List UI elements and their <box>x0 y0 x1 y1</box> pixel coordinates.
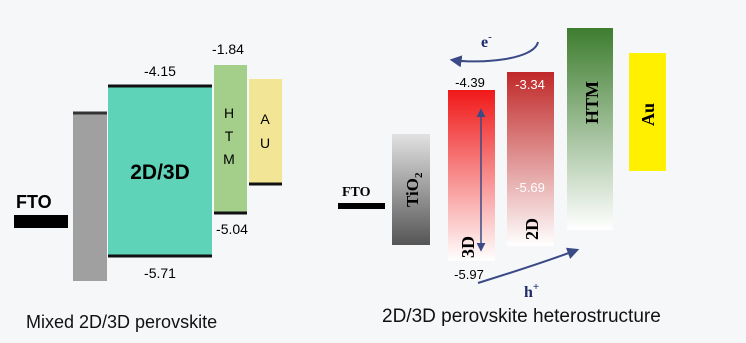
right-au-block <box>629 53 666 171</box>
left-htm-letter-m: M <box>223 151 235 167</box>
tio2-block <box>392 134 430 245</box>
right-htm-block <box>567 28 613 230</box>
perovskite-2d-block <box>507 72 554 246</box>
electron-transfer-arrow <box>449 41 539 68</box>
perovskite-2d-top-level: -3.34 <box>515 77 545 92</box>
left-htm-top-level: -1.84 <box>212 41 244 57</box>
left-au-letter-a: A <box>260 111 270 127</box>
left-htm-bottom-level: -5.04 <box>216 221 248 237</box>
left-fto-bar <box>14 215 68 228</box>
left-au-block <box>249 79 282 183</box>
mixed-perovskite-diagram: FTO 2D/3D -4.15 -5.71 -1.84 -5.04 H T M … <box>14 41 282 332</box>
left-htm-letter-h: H <box>224 105 234 121</box>
right-fto-bar <box>338 203 385 209</box>
hole-label: h+ <box>524 281 539 301</box>
left-htm-block <box>214 65 247 213</box>
hole-transfer-arrow <box>477 247 580 284</box>
left-absorber-bottom-level: -5.71 <box>144 265 176 281</box>
left-htm-letter-t: T <box>225 128 234 144</box>
left-fto-label: FTO <box>16 192 52 212</box>
left-absorber-label: 2D/3D <box>130 161 190 184</box>
left-caption: Mixed 2D/3D perovskite <box>26 312 217 332</box>
left-grey-layer <box>73 113 107 281</box>
perovskite-3d-label: 3D <box>458 236 478 258</box>
perovskite-3d-block <box>448 90 495 261</box>
right-au-label: Au <box>638 103 658 126</box>
left-absorber-top-level: -4.15 <box>144 63 176 79</box>
electron-label: e- <box>481 31 492 51</box>
left-au-letter-u: U <box>260 135 270 151</box>
perovskite-2d-label: 2D <box>522 218 542 240</box>
right-fto-label: FTO <box>342 185 371 200</box>
perovskite-3d-bottom-level: -5.97 <box>454 267 484 282</box>
heterostructure-diagram: FTO TiO2 -4.39 -5.97 3D -3.34 -5.69 2D H… <box>338 28 666 327</box>
right-caption: 2D/3D perovskite heterostructure <box>382 306 661 327</box>
perovskite-2d-bottom-level: -5.69 <box>515 180 545 195</box>
tio2-label: TiO2 <box>403 172 425 207</box>
right-htm-label: HTM <box>582 81 602 124</box>
left-absorber-block <box>108 86 212 256</box>
perovskite-3d-top-level: -4.39 <box>455 75 485 90</box>
